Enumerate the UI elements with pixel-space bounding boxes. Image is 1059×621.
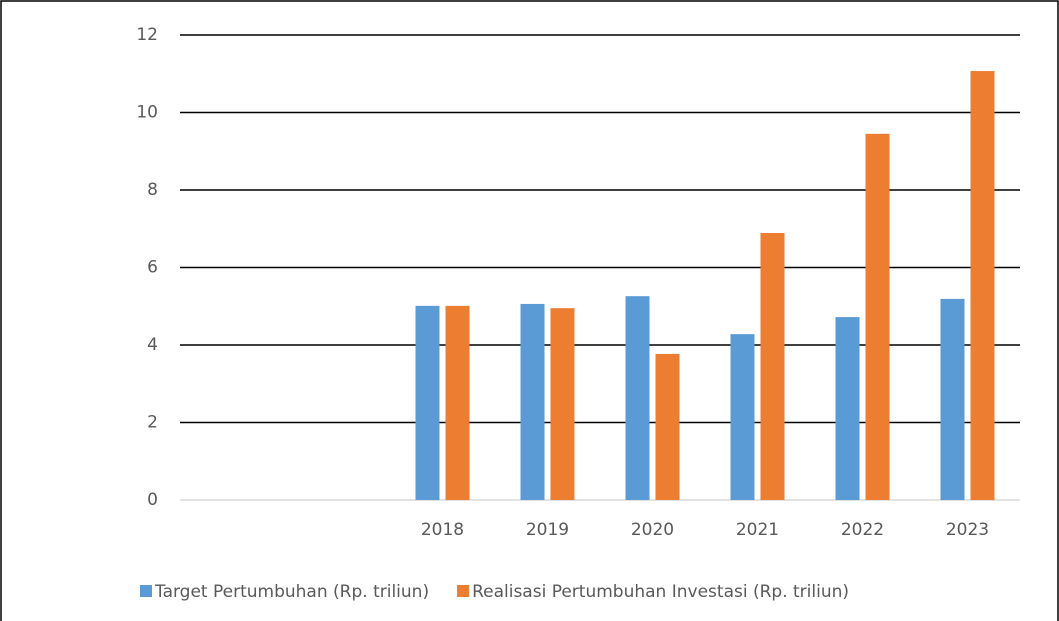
y-tick-label: 10 (136, 103, 158, 123)
bar (550, 308, 575, 500)
y-tick-label: 8 (147, 180, 158, 200)
legend-swatch (140, 585, 152, 597)
x-tick-label: 2020 (631, 520, 674, 540)
bar (940, 298, 965, 500)
legend-label: Target Pertumbuhan (Rp. triliun) (154, 582, 429, 602)
y-tick-label: 2 (147, 413, 158, 433)
bar (445, 305, 470, 500)
bar (625, 296, 650, 500)
bar (835, 317, 860, 500)
y-tick-label: 12 (136, 25, 158, 45)
x-tick-label: 2018 (421, 520, 464, 540)
bar (415, 305, 440, 500)
y-tick-label: 4 (147, 335, 158, 355)
x-tick-label: 2021 (736, 520, 779, 540)
bar (730, 334, 755, 500)
y-tick-label: 0 (147, 490, 158, 510)
legend-label: Realisasi Pertumbuhan Investasi (Rp. tri… (472, 582, 849, 602)
bar (865, 133, 890, 500)
bar (760, 233, 785, 500)
bar (970, 71, 995, 500)
legend-swatch (457, 585, 470, 597)
bar (655, 353, 680, 500)
bar (520, 303, 545, 500)
x-tick-label: 2023 (946, 520, 989, 540)
y-tick-label: 6 (147, 258, 158, 278)
x-tick-label: 2019 (526, 520, 569, 540)
x-tick-label: 2022 (841, 520, 884, 540)
